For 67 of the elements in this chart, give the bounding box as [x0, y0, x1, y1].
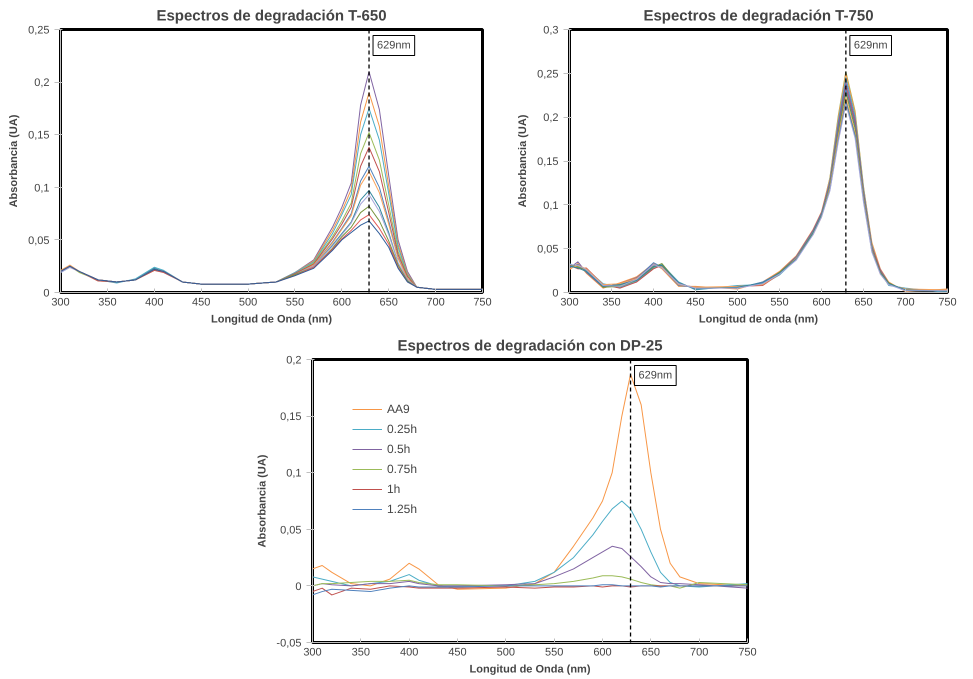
- y-tick-label: 0,2: [286, 354, 302, 366]
- ref-line-label: 629nm: [638, 370, 672, 382]
- y-tick-label: 0,25: [537, 68, 559, 80]
- chart-title: Espectros de degradación T-750: [643, 8, 874, 24]
- y-tick-label: 0,1: [286, 468, 302, 480]
- y-tick-label: -0,05: [276, 638, 302, 650]
- y-tick-label: 0,1: [34, 182, 50, 194]
- chart-title: Espectros de degradación con DP-25: [397, 338, 663, 354]
- x-tick-label: 450: [192, 296, 210, 308]
- x-tick-label: 600: [812, 296, 831, 308]
- y-tick-label: 0: [43, 288, 50, 300]
- y-tick-label: 0,15: [280, 411, 302, 424]
- y-tick-label: 0,05: [280, 524, 302, 536]
- x-tick-label: 450: [686, 296, 705, 308]
- x-tick-label: 700: [896, 296, 915, 308]
- x-tick-label: 400: [644, 296, 663, 308]
- x-tick-label: 600: [332, 296, 352, 308]
- x-tick-label: 700: [426, 296, 445, 308]
- legend-label: 0.5h: [387, 442, 410, 456]
- x-tick-label: 500: [496, 646, 516, 658]
- x-tick-label: 500: [728, 296, 747, 308]
- x-tick-label: 750: [473, 296, 492, 308]
- x-tick-label: 700: [690, 646, 708, 658]
- y-tick-label: 0,05: [537, 244, 559, 256]
- y-tick-label: 0: [552, 288, 559, 300]
- x-tick-label: 500: [238, 296, 258, 308]
- x-tick-label: 550: [770, 296, 789, 308]
- legend-label: 0.75h: [387, 462, 418, 476]
- x-tick-label: 450: [448, 646, 467, 658]
- y-tick-label: 0: [295, 580, 302, 593]
- y-axis-title: Absorbancia (UA): [256, 454, 268, 548]
- x-tick-label: 650: [854, 296, 873, 308]
- x-tick-label: 350: [98, 296, 117, 308]
- y-tick-label: 0,2: [34, 77, 50, 90]
- ref-line-label: 629nm: [854, 40, 888, 52]
- x-tick-label: 550: [544, 646, 564, 658]
- x-tick-label: 750: [738, 646, 757, 658]
- y-axis-title: Absorbancia (UA): [517, 114, 530, 208]
- y-tick-label: 0,3: [543, 24, 559, 36]
- y-tick-label: 0,25: [28, 24, 50, 36]
- legend-label: AA9: [387, 402, 410, 416]
- x-tick-label: 600: [593, 646, 612, 658]
- x-axis-title: Longitud de Onda (nm): [470, 664, 591, 676]
- legend-label: 1h: [387, 482, 402, 496]
- x-tick-label: 550: [286, 296, 304, 308]
- x-tick-label: 400: [145, 296, 164, 308]
- x-axis-title: Longitud de Onda (nm): [211, 314, 332, 326]
- x-tick-label: 300: [303, 646, 322, 658]
- legend-label: 1.25h: [387, 502, 418, 516]
- x-tick-label: 650: [642, 646, 660, 658]
- chart-title: Espectros de degradación T-650: [156, 8, 387, 24]
- y-tick-label: 0,15: [28, 130, 50, 142]
- x-tick-label: 300: [51, 296, 70, 308]
- ref-line-label: 629nm: [377, 40, 411, 52]
- y-tick-label: 0,05: [28, 234, 50, 247]
- legend-label: 0.25h: [387, 422, 418, 436]
- y-tick-label: 0,1: [543, 200, 559, 212]
- y-tick-label: 0,15: [537, 156, 559, 168]
- x-axis-title: Longitud de onda (nm): [698, 314, 818, 326]
- x-tick-label: 400: [400, 646, 418, 658]
- y-axis-title: Absorbancia (UA): [8, 114, 20, 208]
- x-tick-label: 350: [602, 296, 621, 308]
- x-tick-label: 300: [560, 296, 579, 308]
- y-tick-label: 0,2: [543, 112, 559, 124]
- x-tick-label: 350: [352, 646, 370, 658]
- x-tick-label: 750: [938, 296, 957, 308]
- x-tick-label: 650: [380, 296, 398, 308]
